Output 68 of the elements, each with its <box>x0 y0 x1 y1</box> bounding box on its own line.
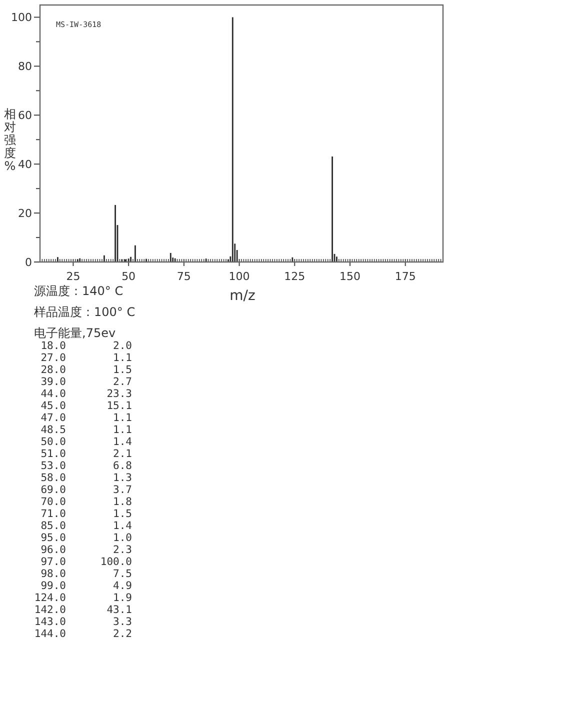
text: 1.0 <box>113 532 132 544</box>
text: 85.0 <box>40 520 66 532</box>
x-tick-label: 150 <box>340 270 360 283</box>
text: 3.3 <box>113 616 132 628</box>
text: 97.0 <box>40 556 66 568</box>
text: 2.3 <box>113 544 132 556</box>
x-tick-label: 75 <box>176 270 191 283</box>
text: 95.0 <box>40 532 66 544</box>
text: 124.0 <box>34 592 66 604</box>
text: 源温度：140° C <box>34 284 124 298</box>
text: 样品温度：100° C <box>34 305 136 319</box>
text: 99.0 <box>40 580 66 592</box>
text: 69.0 <box>40 484 66 496</box>
text: 96.0 <box>40 544 66 556</box>
text: 47.0 <box>40 412 66 424</box>
text: 1.1 <box>113 412 132 424</box>
x-axis-title: m/z <box>230 288 256 304</box>
text: 1.1 <box>113 352 132 364</box>
text: 3.7 <box>113 484 132 496</box>
text: 43.1 <box>106 604 132 616</box>
text: 39.0 <box>40 376 66 388</box>
text: 2.7 <box>113 376 132 388</box>
text: 23.3 <box>106 388 132 400</box>
x-tick-label: 25 <box>66 270 80 283</box>
text: 70.0 <box>40 496 66 508</box>
x-tick-label: 50 <box>122 270 136 283</box>
text: 53.0 <box>40 460 66 472</box>
text: 2.2 <box>113 628 132 640</box>
text: 143.0 <box>34 616 66 628</box>
x-tick-label: 125 <box>284 270 306 283</box>
text: 1.4 <box>113 520 132 532</box>
text: 48.5 <box>40 424 66 436</box>
text: 7.5 <box>113 568 132 580</box>
text: 1.4 <box>113 436 132 448</box>
text: 1.8 <box>113 496 132 508</box>
text: 1.3 <box>113 472 132 484</box>
text: 144.0 <box>34 628 66 640</box>
text: 18.0 <box>40 340 66 352</box>
text: 6.8 <box>113 460 132 472</box>
text: 4.9 <box>113 580 132 592</box>
text: 2.1 <box>113 448 132 460</box>
text: 50.0 <box>40 436 66 448</box>
x-tick-label: 100 <box>228 270 250 283</box>
text: 28.0 <box>40 364 66 376</box>
text: 1.1 <box>113 424 132 436</box>
y-tick-label: 0 <box>25 256 32 269</box>
text: 100.0 <box>100 556 132 568</box>
text: 98.0 <box>40 568 66 580</box>
text: 2.0 <box>113 340 132 352</box>
y-tick-label: 100 <box>11 11 32 24</box>
text: 44.0 <box>40 388 66 400</box>
y-axis-title: 相对强度% <box>4 107 16 173</box>
text: 51.0 <box>40 448 66 460</box>
text: 电子能量,75ev <box>34 326 116 340</box>
text: 1.9 <box>113 592 132 604</box>
text: 15.1 <box>106 400 132 412</box>
x-tick-label: 175 <box>394 270 416 283</box>
y-tick-label: 40 <box>18 158 32 172</box>
text: 142.0 <box>34 604 66 616</box>
y-tick-label: 60 <box>18 109 32 122</box>
text: 27.0 <box>40 352 66 364</box>
y-tick-label: 80 <box>18 60 32 74</box>
text: 1.5 <box>113 508 132 520</box>
text: 71.0 <box>40 508 66 520</box>
text: 1.5 <box>113 364 132 376</box>
y-tick-label: 20 <box>18 207 32 220</box>
text: 58.0 <box>40 472 66 484</box>
text: 45.0 <box>40 400 66 412</box>
